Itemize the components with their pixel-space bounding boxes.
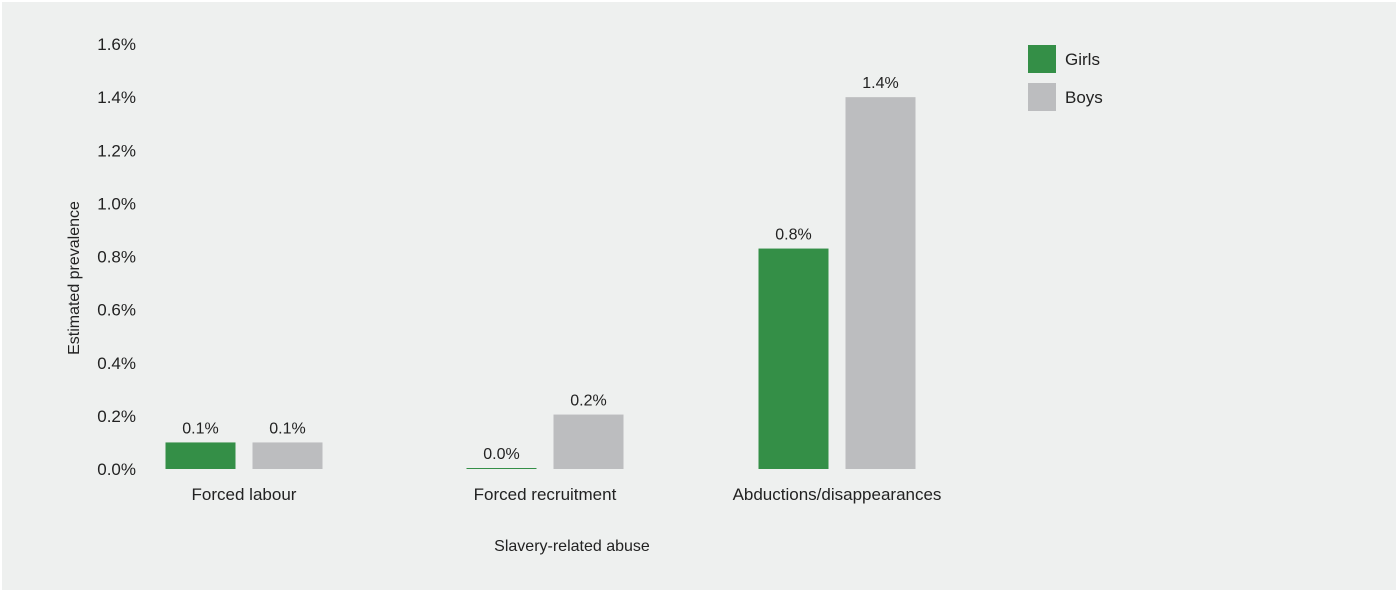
y-tick-label: 1.4% (97, 88, 136, 107)
data-label: 1.4% (862, 75, 898, 92)
legend-label-boys: Boys (1065, 88, 1103, 107)
y-tick-label: 1.2% (97, 141, 136, 160)
x-axis-title: Slavery-related abuse (494, 538, 650, 555)
bars (165, 97, 916, 469)
category-label: Abductions/disappearances (733, 485, 942, 504)
y-tick-label: 0.6% (97, 301, 136, 320)
data-label: 0.1% (182, 420, 218, 437)
legend-label-girls: Girls (1065, 50, 1100, 69)
bar-girls-0 (165, 442, 236, 469)
bar-boys-0 (252, 442, 323, 469)
data-labels: 0.1% 0.0% 0.8% 0.1% 0.2% 1.4% (182, 75, 898, 463)
data-label: 0.2% (570, 393, 606, 410)
y-tick-label: 0.4% (97, 354, 136, 373)
legend: Girls Boys (1028, 45, 1103, 111)
category-label: Forced labour (192, 485, 297, 504)
bar-girls-2 (758, 248, 829, 469)
y-axis-ticks: 0.0% 0.2% 0.4% 0.6% 0.8% 1.0% 1.2% 1.4% 1.6% (97, 35, 136, 479)
y-axis-title: Estimated prevalence (66, 201, 83, 355)
bar-boys-1 (553, 414, 624, 469)
y-tick-label: 1.0% (97, 194, 136, 213)
data-label: 0.1% (269, 420, 305, 437)
data-label: 0.8% (775, 227, 811, 244)
legend-swatch-girls (1028, 45, 1056, 73)
y-tick-label: 1.6% (97, 35, 136, 54)
data-label: 0.0% (483, 446, 519, 463)
bar-girls-1 (466, 468, 537, 469)
legend-swatch-boys (1028, 83, 1056, 111)
y-tick-label: 0.8% (97, 248, 136, 267)
bar-boys-2 (845, 97, 916, 469)
y-tick-label: 0.2% (97, 407, 136, 426)
y-tick-label: 0.0% (97, 460, 136, 479)
category-labels: Forced labour Forced recruitment Abduction… (192, 485, 942, 504)
category-label: Forced recruitment (474, 485, 617, 504)
